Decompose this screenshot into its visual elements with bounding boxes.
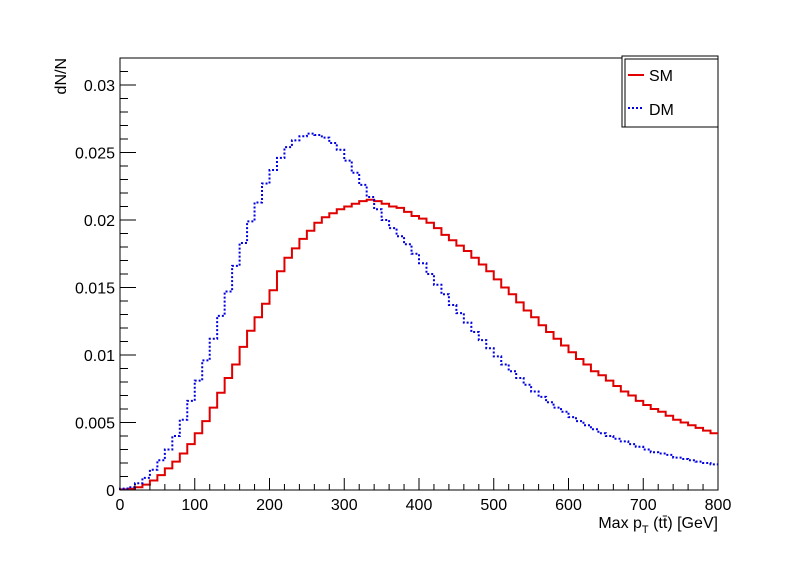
series-dm-line (119, 132, 718, 490)
x-tick-label: 700 (630, 497, 657, 514)
x-axis-title-subscript: T (642, 524, 649, 536)
legend-dm-label: DM (649, 102, 674, 119)
y-axis: 0 0.005 0.01 0.015 0.02 0.025 0.03 (75, 57, 136, 500)
series-sm-line (119, 198, 718, 491)
y-tick-label: 0.025 (75, 146, 115, 163)
legend-shadow (624, 58, 719, 128)
y-tick-label: 0.02 (84, 213, 115, 230)
y-tick-label: 0.03 (84, 78, 115, 95)
x-tick-label: 400 (406, 497, 433, 514)
x-tick-label: 200 (256, 497, 283, 514)
x-tick-label: 500 (480, 497, 507, 514)
x-axis: 0 100 200 300 400 500 600 700 800 (116, 478, 732, 514)
x-tick-label: 800 (705, 497, 732, 514)
x-tick-label: 0 (116, 497, 125, 514)
legend-box (621, 55, 719, 128)
x-axis-title-suffix: (tt̄) [GeV] (649, 515, 718, 532)
legend: SM DM (621, 55, 719, 128)
y-axis-title: dN/N (53, 58, 70, 94)
y-tick-label: 0.015 (75, 281, 115, 298)
x-axis-title-prefix: Max p (598, 515, 642, 532)
x-tick-label: 300 (331, 497, 358, 514)
legend-sm-label: SM (649, 68, 673, 85)
x-axis-title: Max pT (tt̄) [GeV] (598, 515, 718, 536)
x-tick-label: 100 (181, 497, 208, 514)
y-tick-label: 0.005 (75, 416, 115, 433)
y-tick-label: 0.01 (84, 348, 115, 365)
y-tick-label: 0 (106, 483, 115, 500)
x-tick-label: 600 (555, 497, 582, 514)
series-layer (119, 132, 718, 491)
